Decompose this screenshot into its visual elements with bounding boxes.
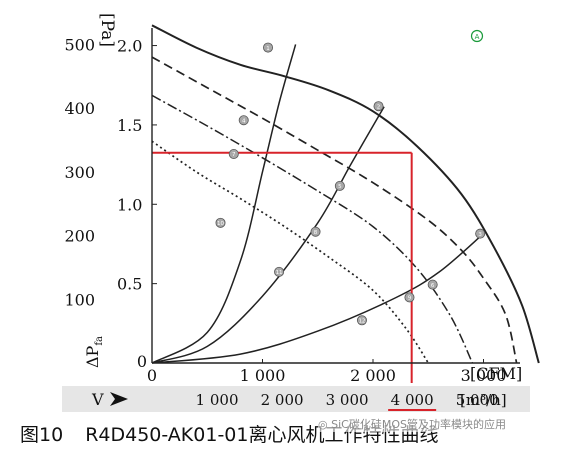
corner-badge-circle — [470, 29, 484, 43]
curve-marker-dot — [310, 226, 321, 237]
curve-marker-11: 11 — [274, 266, 285, 277]
system-curve-I — [151, 44, 297, 364]
watermark-text: SiC碳化硅MOS管及功率模块的应用 — [331, 418, 506, 431]
curve-marker-label: 4 — [242, 118, 246, 124]
y-tick-pa-label: 400 — [64, 99, 95, 118]
x-axis-unit-m3h: [m³/h] — [460, 391, 507, 409]
curve-marker-label: 3 — [478, 232, 482, 238]
curve-marker-label: 2 — [377, 104, 381, 110]
fan-curve-solid — [151, 24, 540, 364]
corner-badge: A — [470, 29, 484, 43]
x-axis-unit-cfm: [CFM] — [470, 364, 522, 383]
y-tick-inh2o-label: 1.0 — [117, 195, 142, 214]
curve-marker-8: 8 — [310, 226, 321, 237]
x-tick-m3h-label: 4 000 — [391, 391, 434, 409]
curve-marker-label: 6 — [431, 283, 435, 289]
curve-marker-label: 12 — [358, 319, 365, 325]
curve-marker-label: 10 — [217, 221, 224, 227]
curve-marker-dot — [228, 148, 239, 159]
curve-marker-9: 9 — [404, 292, 415, 303]
curve-marker-dot — [404, 292, 415, 303]
curve-marker-12: 12 — [356, 315, 367, 326]
y-axis-label-subscript: fa — [94, 336, 105, 346]
curve-marker-label: 7 — [232, 152, 236, 158]
y-tick-pa-label: 500 — [64, 35, 95, 54]
v-axis-arrow-icon — [110, 392, 128, 406]
curve-marker-3: 3 — [475, 228, 486, 239]
curves-layer — [151, 24, 540, 364]
x-tick-m3h-label: 5 000 — [456, 391, 499, 409]
curve-marker-dot — [215, 217, 226, 228]
v-axis-label: V — [91, 390, 104, 409]
curve-marker-7: 7 — [228, 148, 239, 159]
curve-marker-5: 5 — [334, 180, 345, 191]
curve-marker-dot — [475, 228, 486, 239]
y-tick-inh2o-label: 1.5 — [117, 116, 142, 135]
fan-curve-dotted — [151, 140, 430, 364]
y-tick-pa-label: 200 — [64, 227, 95, 246]
curve-marker-label: 11 — [276, 270, 283, 276]
curve-marker-dot — [427, 279, 438, 290]
y-tick-pa-label: 100 — [64, 290, 95, 309]
curve-marker-6: 6 — [427, 279, 438, 290]
x-tick-m3h-label: 3 000 — [326, 391, 369, 409]
y-tick-pa-label: 0 — [137, 352, 147, 371]
watermark: ◎ SiC碳化硅MOS管及功率模块的应用 — [318, 416, 506, 432]
x-tick-cfm-label: 2 000 — [350, 366, 396, 385]
curve-marker-label: 9 — [408, 296, 412, 302]
axes-layer — [151, 28, 520, 364]
x-tick-cfm-label: 1 000 — [240, 366, 286, 385]
curve-marker-10: 10 — [215, 217, 226, 228]
curve-marker-1: 1 — [263, 42, 274, 53]
curve-marker-label: 8 — [314, 230, 318, 236]
x-tick-cfm-label: 0 — [147, 366, 157, 385]
curve-marker-dot — [238, 115, 249, 126]
curve-marker-label: 5 — [338, 184, 342, 190]
curve-marker-4: 4 — [238, 115, 249, 126]
y-axis-unit: [Pa] — [97, 13, 117, 47]
labels-layer: [Pa] ΔPfa [CFM] V [m³/h] 010020030040050… — [64, 13, 522, 411]
caption-number: 图10 — [20, 424, 64, 446]
x-tick-m3h-label: 2 000 — [261, 391, 304, 409]
curve-marker-dot — [263, 42, 274, 53]
curve-marker-dot — [373, 101, 384, 112]
bottom-axis-band — [62, 386, 530, 412]
curve-marker-2: 2 — [373, 101, 384, 112]
system-curve-III — [151, 233, 484, 364]
x-tick-cfm-label: 3 000 — [461, 366, 507, 385]
curve-marker-dot — [356, 315, 367, 326]
y-tick-pa-label: 300 — [64, 163, 95, 182]
system-curve-II — [151, 106, 385, 364]
fan-curve-dashed — [151, 56, 518, 364]
y-axis-label: ΔPfa — [83, 336, 105, 368]
curve-marker-label: 1 — [266, 46, 270, 52]
operating-point-lines — [152, 151, 413, 383]
curve-marker-dot — [274, 266, 285, 277]
curve-marker-dot — [334, 180, 345, 191]
corner-badge-letter: A — [475, 33, 480, 41]
x-tick-m3h-label: 1 000 — [196, 391, 239, 409]
y-tick-inh2o-label: 2.0 — [117, 37, 142, 56]
fan-curve-dash-dot — [151, 94, 474, 364]
y-tick-inh2o-label: 0.5 — [117, 275, 142, 294]
